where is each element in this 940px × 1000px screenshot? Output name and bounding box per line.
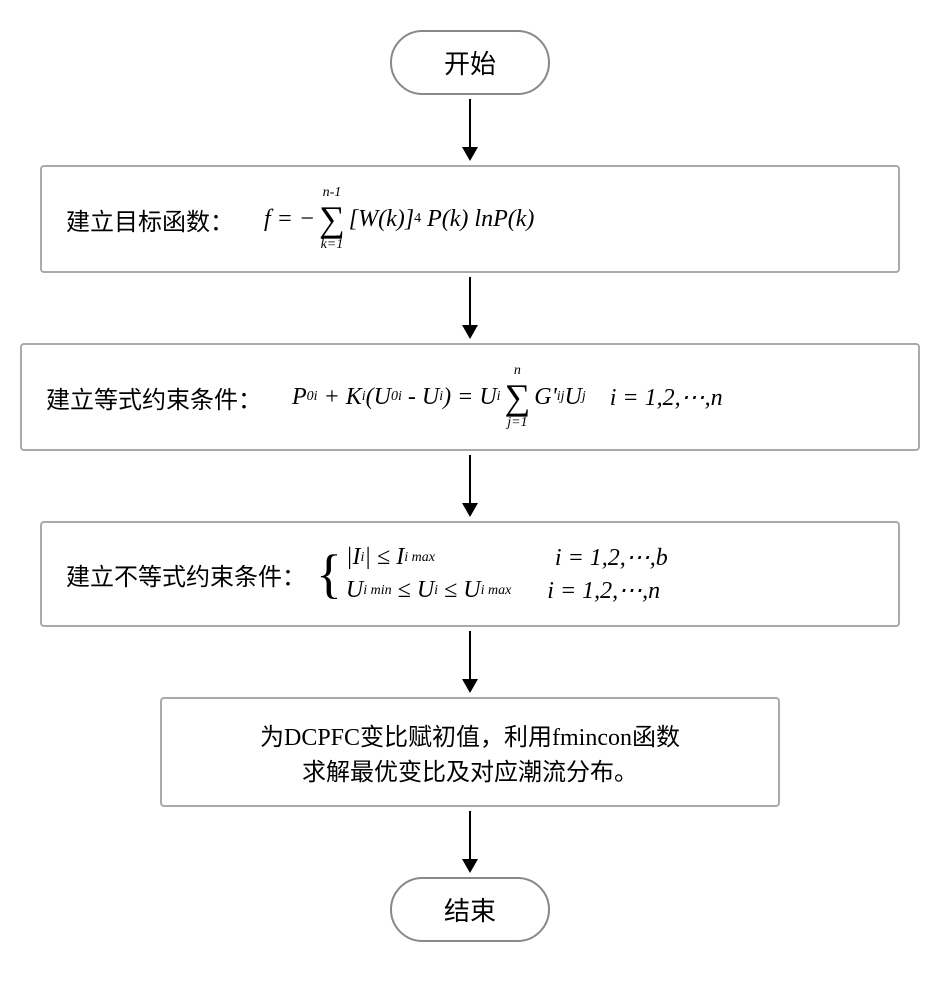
arrow-3	[462, 455, 478, 517]
step2-node: 建立等式约束条件： P0i + Ki(U0i - Ui) = Ui n ∑ j=…	[20, 343, 920, 451]
step2-formula: P0i + Ki(U0i - Ui) = Ui n ∑ j=1 G'ijUj i…	[292, 363, 723, 431]
end-label: 结束	[444, 897, 496, 926]
step3-case1-range: i = 1,2,⋯,b	[555, 543, 668, 572]
arrow-5	[462, 811, 478, 873]
step2-range: i = 1,2,⋯,n	[610, 383, 723, 412]
arrow-2	[462, 277, 478, 339]
start-label: 开始	[444, 50, 496, 79]
step1-label: 建立目标函数：	[66, 202, 234, 237]
step3-node: 建立不等式约束条件： { |Ii| ≤ Ii max i = 1,2,⋯,b U…	[40, 521, 900, 627]
step3-case2-range: i = 1,2,⋯,n	[547, 576, 660, 605]
step4-label-line1: 为DCPFC变比赋初值，利用fmincon函数	[260, 717, 680, 752]
flowchart-container: 开始 建立目标函数： f = − n-1 ∑ k=1 [W(k)]4 P(k) …	[0, 0, 940, 942]
arrow-1	[462, 99, 478, 161]
step3-formula: { |Ii| ≤ Ii max i = 1,2,⋯,b Ui min ≤ Ui …	[316, 541, 668, 607]
step1-formula: f = − n-1 ∑ k=1 [W(k)]4 P(k) lnP(k)	[264, 185, 534, 253]
start-node: 开始	[390, 30, 550, 95]
sum-bottom-2: j=1	[507, 415, 527, 431]
step2-label: 建立等式约束条件：	[46, 380, 262, 415]
sum-bottom-1: k=1	[321, 237, 344, 253]
step3-label: 建立不等式约束条件：	[66, 557, 306, 592]
arrow-4	[462, 631, 478, 693]
step4-node: 为DCPFC变比赋初值，利用fmincon函数 求解最优变比及对应潮流分布。	[160, 697, 780, 807]
end-node: 结束	[390, 877, 550, 942]
step4-label-line2: 求解最优变比及对应潮流分布。	[302, 752, 638, 787]
step1-node: 建立目标函数： f = − n-1 ∑ k=1 [W(k)]4 P(k) lnP…	[40, 165, 900, 273]
